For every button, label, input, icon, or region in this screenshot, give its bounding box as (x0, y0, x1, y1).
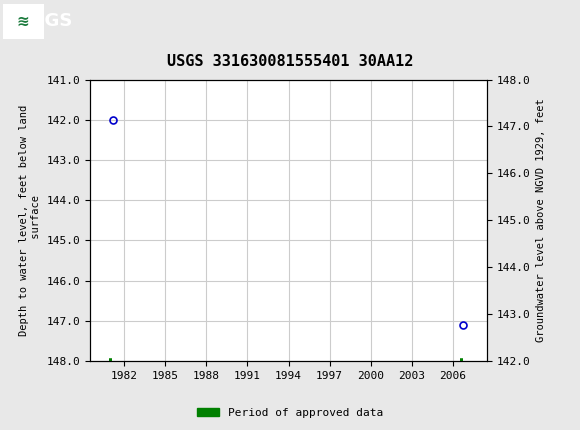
Y-axis label: Groundwater level above NGVD 1929, feet: Groundwater level above NGVD 1929, feet (536, 98, 546, 342)
Text: USGS 331630081555401 30AA12: USGS 331630081555401 30AA12 (167, 54, 413, 69)
Y-axis label: Depth to water level, feet below land
 surface: Depth to water level, feet below land su… (19, 105, 41, 336)
Text: USGS: USGS (17, 12, 72, 31)
Bar (3, 4, 43, 39)
Text: ≋: ≋ (17, 14, 30, 29)
Legend: Period of approved data: Period of approved data (193, 403, 387, 422)
